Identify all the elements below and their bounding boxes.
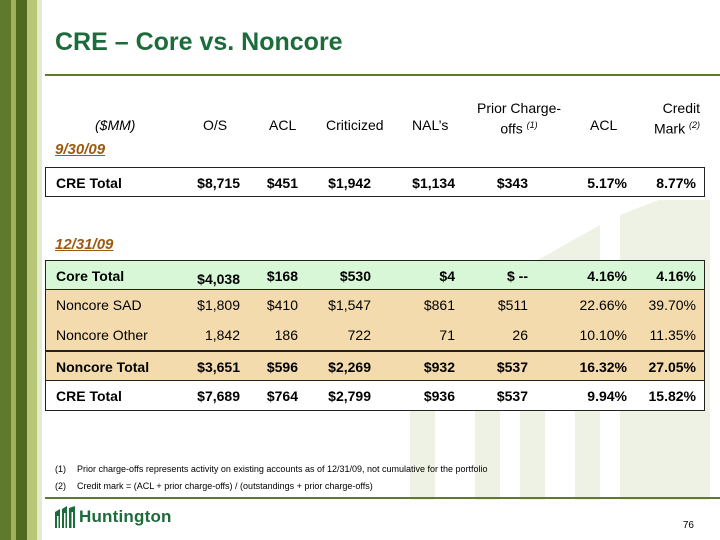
cell-criticized: $1,942 [328, 175, 371, 191]
cell-acl-pct: 5.17% [587, 175, 627, 191]
column-header-prior-line2: offs (1) [476, 117, 562, 138]
table-row: Core Total $4,038 $168 $530 $4 $ -- 4.16… [45, 260, 705, 290]
cell-nals: 71 [439, 327, 455, 343]
decorative-stripe [11, 0, 16, 540]
cell-criticized: $2,799 [328, 388, 371, 404]
cell-nals: $936 [423, 388, 455, 404]
footnote-2: (2) Credit mark = (ACL + prior charge-off… [55, 478, 488, 495]
cell-credit-mark: 27.05% [648, 359, 696, 375]
cell-os: $8,715 [197, 175, 240, 191]
table-row: Noncore Total $3,651 $596 $2,269 $932 $5… [45, 351, 705, 381]
cell-acl: $410 [266, 297, 298, 313]
cell-credit-mark: 4.16% [656, 268, 696, 284]
column-header-criticized: Criticized [326, 117, 384, 133]
cell-os: $4,038 [197, 271, 240, 287]
column-header-prior-line1: Prior Charge- [476, 100, 562, 116]
cell-acl-pct: 9.94% [587, 388, 627, 404]
cell-credit-mark: 8.77% [656, 175, 696, 191]
decorative-stripe [16, 0, 27, 540]
page-title: CRE – Core vs. Noncore [55, 28, 343, 56]
footnote-marker-1: (1) [526, 120, 538, 130]
footnote-number: (2) [55, 481, 66, 491]
cell-criticized: $530 [339, 268, 371, 284]
row-label: Core Total [56, 268, 125, 284]
decorative-stripe [0, 0, 11, 540]
title-divider [45, 74, 720, 76]
section-date-1: 9/30/09 [55, 141, 106, 158]
column-header-unit: ($MM) [95, 117, 136, 133]
cell-prior-chargeoffs: $537 [496, 388, 528, 404]
footnote-marker-2: (2) [689, 120, 700, 130]
cell-prior-chargeoffs: $ -- [507, 268, 528, 284]
cell-credit-mark: 15.82% [648, 388, 696, 404]
column-header-credit-line1: Credit [662, 100, 700, 116]
cell-nals: $1,134 [412, 175, 455, 191]
row-label: CRE Total [56, 388, 122, 404]
cell-acl-pct: 4.16% [587, 268, 627, 284]
cell-prior-chargeoffs: 26 [512, 327, 528, 343]
cell-acl: $764 [266, 388, 298, 404]
page-number: 76 [682, 520, 694, 531]
section-date-2: 12/31/09 [55, 236, 114, 253]
column-header-os: O/S [203, 117, 228, 133]
cell-acl-pct: 16.32% [579, 359, 627, 375]
cell-nals: $4 [439, 268, 455, 284]
column-header-prior-chargeoffs: Prior Charge- offs (1) [476, 100, 562, 138]
table-row: CRE Total $8,715 $451 $1,942 $1,134 $343… [45, 167, 705, 197]
logo-wordmark: Huntington [79, 507, 172, 526]
column-header-acl-pct: ACL [590, 117, 618, 133]
decorative-stripe [37, 0, 42, 540]
credit-mark-text: Mark [653, 120, 686, 137]
cell-acl: $596 [266, 359, 298, 375]
cell-acl: $168 [266, 268, 298, 284]
cell-prior-chargeoffs: $343 [496, 175, 528, 191]
footnote-text: Credit mark = (ACL + prior charge-offs) … [77, 481, 373, 491]
cell-os: $1,809 [197, 297, 240, 313]
bottom-divider [45, 497, 720, 499]
huntington-logo-icon [55, 506, 75, 528]
cell-credit-mark: 11.35% [649, 327, 696, 343]
cell-nals: $932 [423, 359, 455, 375]
column-header-nals: NAL’s [412, 117, 449, 133]
column-header-credit-mark: Credit Mark (2) [640, 100, 700, 138]
decorative-stripe [27, 0, 37, 540]
prior-offs-text: offs [500, 120, 523, 137]
cell-acl: $451 [266, 175, 298, 191]
row-label: Noncore Other [56, 327, 148, 343]
cell-prior-chargeoffs: $511 [497, 297, 528, 313]
cell-criticized: $1,547 [328, 297, 371, 313]
footnote-number: (1) [55, 464, 66, 474]
table-row: CRE Total $7,689 $764 $2,799 $936 $537 9… [45, 381, 705, 411]
cell-criticized: 722 [347, 327, 371, 343]
cell-prior-chargeoffs: $537 [496, 359, 528, 375]
cell-criticized: $2,269 [328, 359, 371, 375]
footnote-1: (1) Prior charge-offs represents activity… [55, 461, 488, 478]
column-header-credit-line2: Mark (2) [640, 117, 700, 138]
cell-os: $7,689 [197, 388, 240, 404]
cell-acl-pct: 22.66% [579, 297, 627, 313]
cell-acl: 186 [274, 327, 298, 343]
row-label: Noncore Total [56, 359, 150, 375]
row-label: Noncore SAD [56, 297, 142, 313]
cell-credit-mark: 39.70% [648, 297, 696, 313]
column-header-acl: ACL [269, 117, 297, 133]
cell-nals: $861 [423, 297, 455, 313]
cell-acl-pct: 10.10% [579, 327, 627, 343]
table-row: Noncore SAD $1,809 $410 $1,547 $861 $511… [45, 290, 705, 351]
footnotes: (1) Prior charge-offs represents activity… [55, 461, 488, 495]
row-label: CRE Total [56, 175, 122, 191]
footnote-text: Prior charge-offs represents activity on… [77, 464, 488, 474]
cell-os: $3,651 [197, 359, 240, 375]
cell-os: 1,842 [204, 327, 240, 343]
huntington-logo: Huntington [55, 506, 172, 528]
